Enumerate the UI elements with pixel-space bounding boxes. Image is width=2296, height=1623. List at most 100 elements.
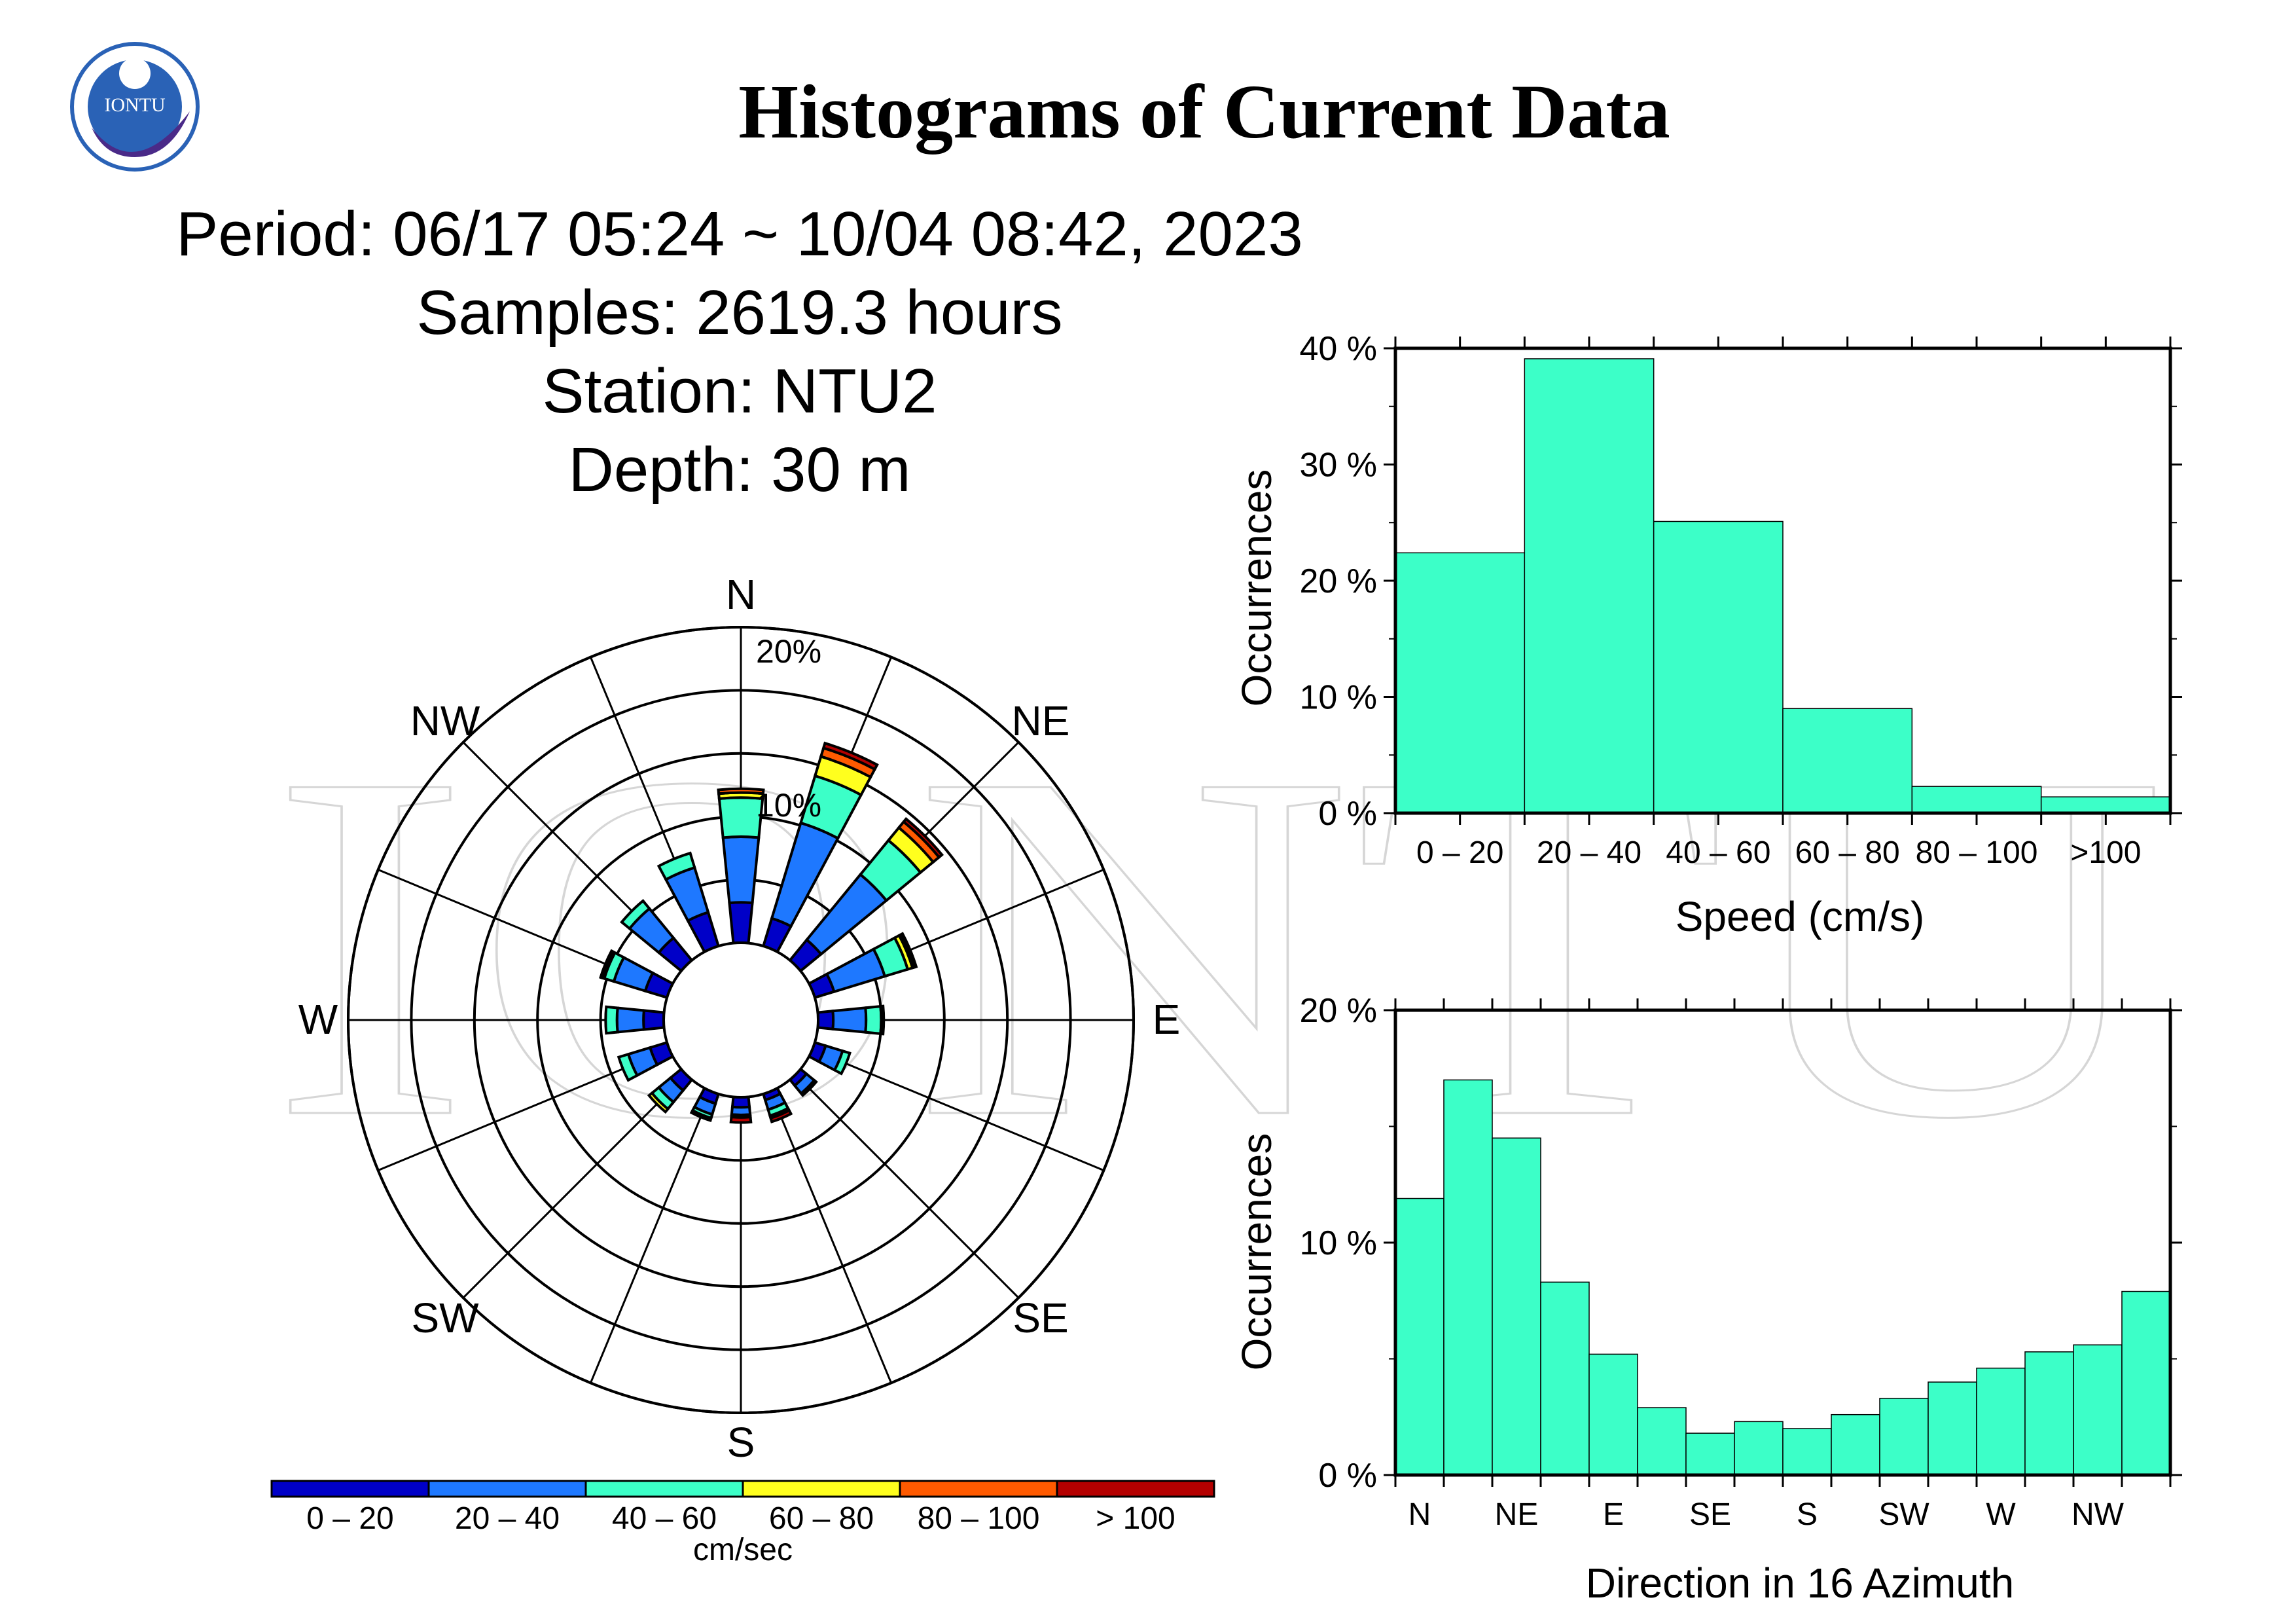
colorbar-swatch — [584, 1480, 744, 1498]
hist-bar — [1588, 1353, 1638, 1476]
iontu-logo: IONTU — [70, 42, 200, 172]
compass-label-e: E — [1153, 996, 1181, 1043]
x-tick-label: SW — [1878, 1497, 1929, 1532]
x-tick-label: >100 — [2070, 835, 2141, 870]
hist-bar — [1653, 520, 1784, 814]
x-tick-label: S — [1797, 1497, 1818, 1532]
compass-label-n: N — [726, 571, 756, 618]
rose-sector — [689, 1108, 713, 1122]
hist-bar — [1524, 358, 1655, 814]
colorbar-label: 40 – 60 — [612, 1501, 717, 1536]
x-tick-label: SE — [1689, 1497, 1731, 1532]
hist-bar — [1395, 1197, 1444, 1476]
y-tick-label: 20 % — [1299, 992, 1377, 1030]
speed-colorbar — [270, 1480, 1215, 1498]
hist-bar — [1782, 1428, 1832, 1476]
rose-sector — [717, 787, 765, 795]
compass-label-sw: SW — [411, 1294, 479, 1341]
hist-bar — [2121, 1290, 2171, 1476]
x-tick-label: 60 – 80 — [1795, 835, 1900, 870]
colorbar-swatch — [742, 1480, 901, 1498]
hist-bar — [2073, 1344, 2123, 1476]
x-tick-label: 40 – 60 — [1666, 835, 1770, 870]
colorbar-unit: cm/sec — [693, 1533, 793, 1567]
colorbar-swatch — [1056, 1480, 1215, 1498]
y-tick-label: 10 % — [1299, 679, 1377, 717]
hist-bar — [1928, 1381, 1977, 1476]
x-tick-label: E — [1603, 1497, 1624, 1532]
compass-label-s: S — [727, 1419, 755, 1466]
direction-histogram: 0 % 10 % 20 % N NE E SE S SW W NW — [1299, 992, 2182, 1532]
ring-label-20: 20% — [756, 633, 821, 670]
rose-spoke — [795, 1074, 1020, 1299]
rose-sector — [879, 1004, 886, 1036]
rose-sector — [899, 932, 918, 969]
rose-sector — [620, 899, 652, 931]
rose-spoke — [378, 1048, 670, 1171]
x-tick-label: 80 – 100 — [1916, 835, 2038, 870]
colorbar-swatch — [899, 1480, 1058, 1498]
logo-text: IONTU — [104, 94, 166, 116]
rose-spoke — [590, 1091, 713, 1383]
station-text: Station: NTU2 — [543, 356, 937, 426]
speed-ylabel: Occurrences — [1233, 469, 1280, 707]
rose-sector — [831, 1006, 868, 1034]
hist-bar — [1540, 1281, 1590, 1476]
hist-bar — [1734, 1421, 1784, 1476]
speed-histogram: 0 % 10 % 20 % 30 % 40 % 0 – 20 20 – 40 40 – 60 6… — [1299, 330, 2182, 870]
x-tick-label: W — [1986, 1497, 2016, 1532]
compass-label-se: SE — [1013, 1294, 1068, 1341]
hist-bar — [1443, 1079, 1493, 1476]
rose-sector — [864, 1004, 883, 1036]
rose-sector — [821, 741, 879, 771]
x-tick-label: 20 – 40 — [1537, 835, 1641, 870]
rose-sector — [728, 901, 754, 945]
y-tick-label: 0 % — [1318, 795, 1377, 833]
current-rose-chart — [347, 626, 1135, 1414]
depth-text: Depth: 30 m — [569, 435, 911, 505]
hist-bar — [1911, 786, 2042, 814]
compass-label-w: W — [298, 996, 338, 1043]
y-tick-label: 30 % — [1299, 447, 1377, 484]
y-tick-label: 40 % — [1299, 330, 1377, 368]
hist-bar — [1879, 1398, 1929, 1476]
hist-bar — [1395, 552, 1526, 814]
rose-sector — [656, 851, 696, 882]
compass-labels: N NE E SE S SW W NW 20% 10% — [298, 571, 1181, 1466]
hist-bar — [1976, 1367, 2026, 1476]
colorbar-label: 20 – 40 — [455, 1501, 560, 1536]
rose-sector — [816, 1010, 835, 1030]
rose-sector — [615, 1006, 646, 1034]
colorbar-labels: 0 – 20 20 – 40 40 – 60 60 – 80 80 – 100 … — [306, 1501, 1175, 1567]
rose-sector — [647, 1091, 670, 1114]
y-tick-label: 0 % — [1318, 1457, 1377, 1495]
y-tick-label: 20 % — [1299, 562, 1377, 600]
x-tick-label: 0 – 20 — [1416, 835, 1503, 870]
hist-bar — [1637, 1407, 1687, 1476]
rose-sector — [642, 1009, 666, 1031]
x-tick-label: N — [1408, 1497, 1431, 1532]
rose-spoke — [462, 1074, 687, 1299]
hist-bar — [2024, 1351, 2074, 1476]
colorbar-swatch — [427, 1480, 587, 1498]
y-tick-label: 10 % — [1299, 1224, 1377, 1262]
rose-sector — [721, 835, 761, 905]
rose-center — [662, 941, 819, 1099]
colorbar-label: 80 – 100 — [918, 1501, 1040, 1536]
x-tick-label: NE — [1495, 1497, 1539, 1532]
hist-bar — [1492, 1137, 1541, 1476]
rose-sector — [901, 816, 944, 860]
page-title: Histograms of Current Data — [738, 69, 1670, 155]
hist-bar — [2040, 796, 2171, 814]
rose-sector — [599, 949, 615, 979]
x-tick-label: NW — [2072, 1497, 2125, 1532]
hist-bar — [1782, 708, 1913, 814]
ring-label-10: 10% — [756, 787, 821, 824]
compass-label-nw: NW — [410, 697, 480, 744]
direction-xlabel: Direction in 16 Azimuth — [1586, 1559, 2015, 1607]
speed-xlabel: Speed (cm/s) — [1676, 893, 1925, 940]
rose-sector — [833, 1049, 852, 1076]
rose-sector — [729, 1115, 753, 1124]
rose-sector — [604, 1005, 619, 1035]
